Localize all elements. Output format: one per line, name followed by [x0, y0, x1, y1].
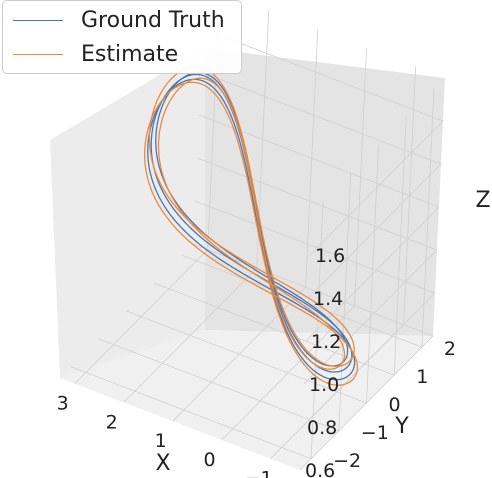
y-tick-label: 0	[389, 394, 401, 416]
wall-grid-line	[303, 249, 438, 385]
y-tick-label: 2	[444, 338, 456, 360]
series-line-estimate	[157, 77, 346, 370]
x-tick-label: 2	[106, 411, 118, 433]
legend-swatch-estimate	[13, 53, 63, 55]
legend-label-ground-truth: Ground Truth	[81, 7, 225, 33]
wall-grid-line	[200, 71, 442, 165]
z-tick-label: 1.6	[315, 245, 345, 267]
z-tick-label: 1.4	[313, 288, 343, 310]
legend-item-estimate: Estimate	[13, 38, 178, 70]
z-tick-label: 1.0	[309, 374, 339, 396]
x-tick-label: 3	[57, 393, 69, 415]
z-tick-label: 1.2	[311, 331, 341, 353]
legend-item-ground-truth: Ground Truth	[13, 4, 225, 36]
x-tick-label: 1	[155, 430, 167, 452]
wall-grid-line	[301, 292, 436, 428]
wall-grid-line	[202, 28, 444, 122]
wall-grid-line	[309, 120, 444, 256]
y-tick-label: −1	[361, 422, 389, 444]
wall-grid-line	[196, 157, 438, 251]
wall-grid-line	[307, 163, 442, 299]
legend-swatch-ground-truth	[13, 19, 63, 21]
floor-grid-line	[126, 310, 367, 404]
z-axis-label: Z	[475, 188, 490, 213]
series-line-estimate	[143, 81, 359, 386]
floor-grid-line	[70, 366, 312, 460]
wall-grid-line	[194, 200, 436, 294]
series-line-ground-truth	[147, 78, 356, 381]
floor-grid-line	[98, 338, 339, 432]
z-tick-label: 0.8	[307, 417, 337, 439]
x-axis-label: X	[155, 451, 170, 476]
z-tick-label: 0.6	[305, 460, 335, 478]
x-tick-label: −1	[245, 468, 273, 478]
wall-grid-line	[299, 335, 434, 471]
legend: Ground Truth Estimate	[2, 0, 242, 74]
y-tick-label: 1	[416, 366, 428, 388]
y-axis-label: Y	[394, 414, 409, 439]
back-left-pane	[50, 48, 205, 378]
y-tick-label: −2	[333, 450, 361, 472]
legend-label-estimate: Estimate	[81, 41, 179, 67]
x-tick-label: 0	[204, 449, 216, 471]
